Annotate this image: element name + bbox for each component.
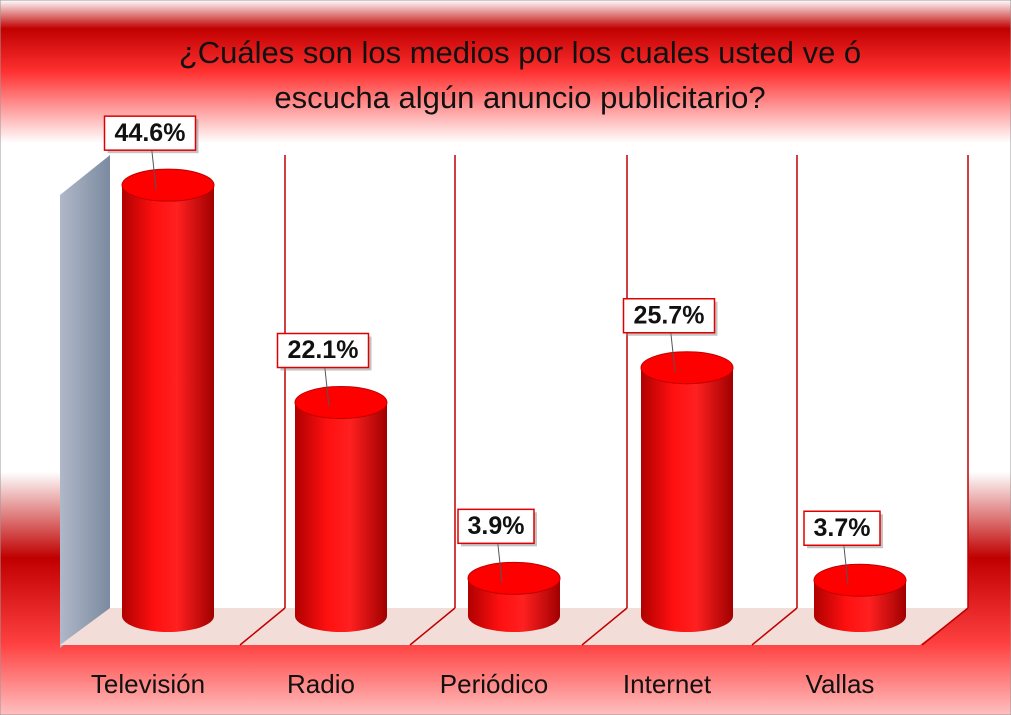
value-label: 3.7% <box>814 514 871 542</box>
value-label: 22.1% <box>288 336 359 364</box>
label-box <box>276 332 370 369</box>
bar <box>641 367 733 632</box>
x-tick-label: Vallas <box>806 669 875 699</box>
wall-lines <box>239 155 969 646</box>
x-tick-label: Internet <box>623 669 712 699</box>
label-box <box>622 297 716 334</box>
bar-top <box>467 561 561 595</box>
label-box <box>103 115 197 151</box>
label-box <box>457 508 535 545</box>
x-tick-label: Periódico <box>440 669 548 699</box>
bar-top <box>640 351 734 385</box>
label-box <box>803 510 881 547</box>
bar-top <box>121 168 215 202</box>
x-tick-label: Radio <box>287 669 355 699</box>
bar-top <box>813 563 907 597</box>
bar <box>295 402 387 632</box>
bar-top <box>294 386 388 420</box>
left-wall <box>60 155 110 648</box>
chart-title: ¿Cuáles son los medios por los cuales us… <box>178 35 862 115</box>
x-tick-label: Televisión <box>91 669 205 699</box>
value-label: 3.9% <box>468 512 525 540</box>
bar <box>122 185 214 632</box>
value-label: 44.6% <box>115 119 186 147</box>
value-label: 25.7% <box>634 301 705 329</box>
